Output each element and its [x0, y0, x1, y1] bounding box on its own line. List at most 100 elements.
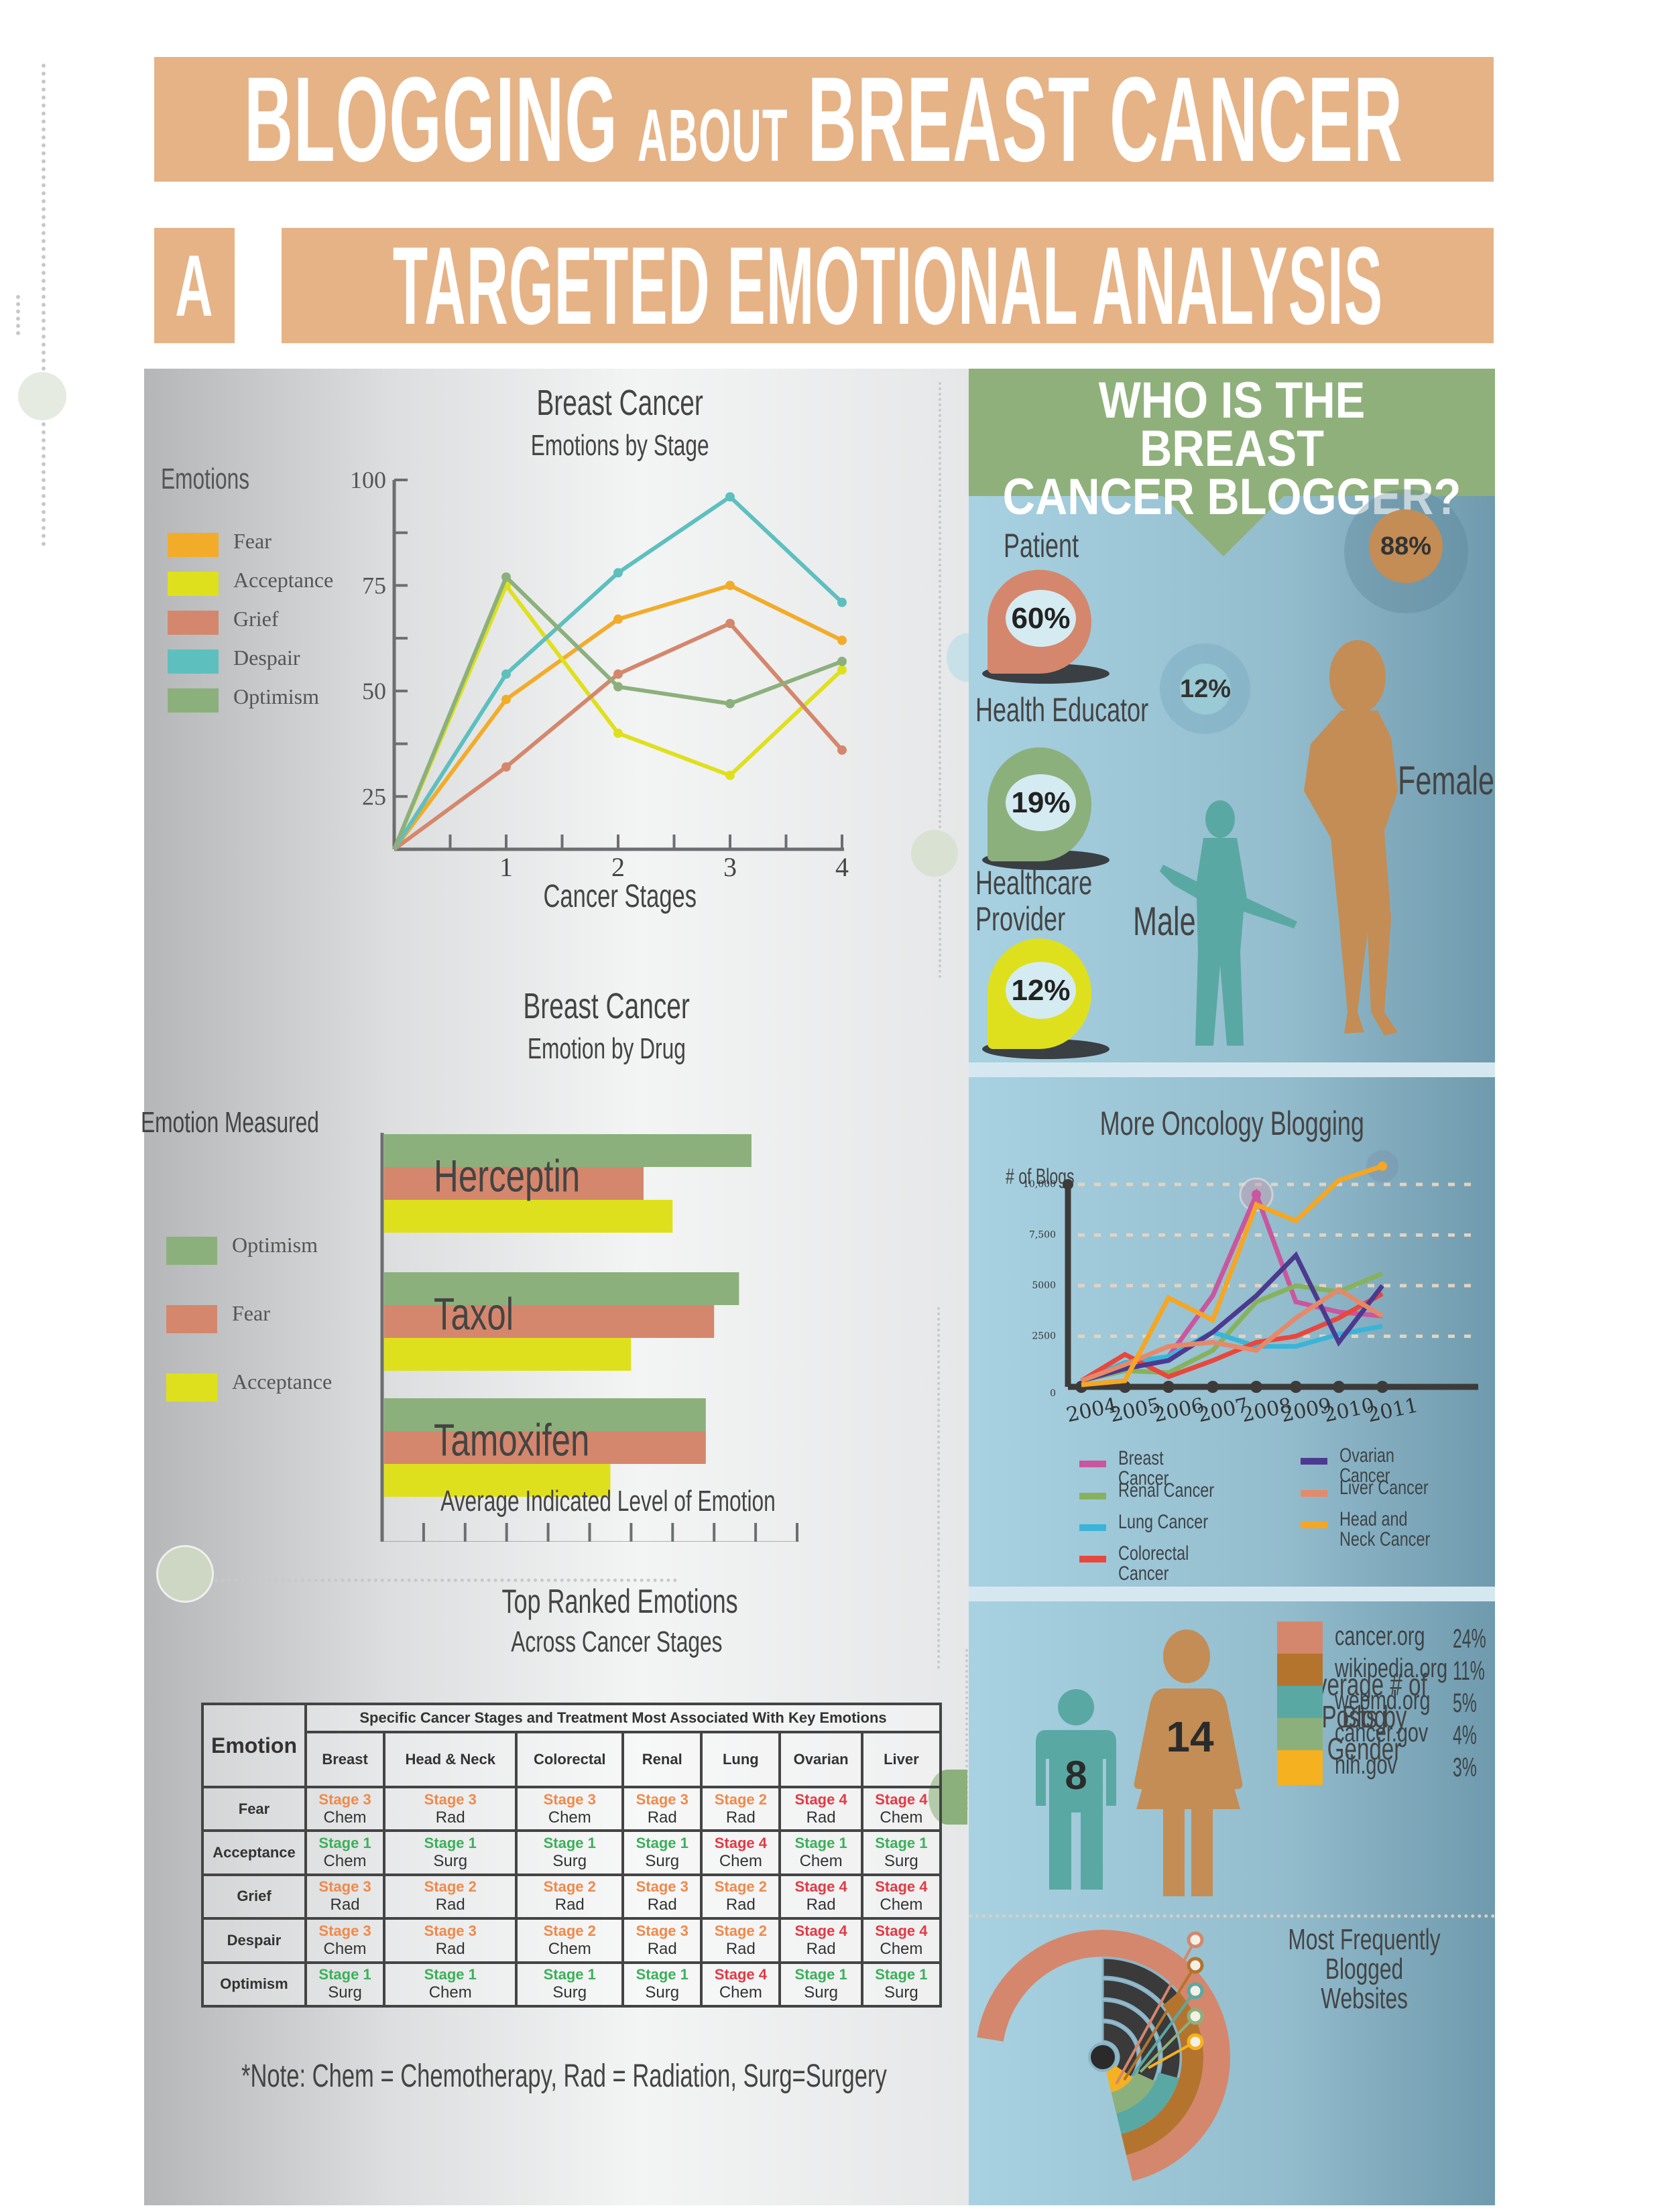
table-row-header-fear: Fear [201, 1785, 307, 1833]
emotions-by-stage-chart: 25 50 75 100 1 2 3 4 [350, 467, 849, 882]
data-point-despair [501, 669, 511, 679]
cell-treatment: Chem [548, 1939, 591, 1958]
legend-label-optimism: Optimism [232, 1233, 318, 1257]
legend-swatch-acceptance [168, 572, 219, 596]
table-cell: Stage 3 Rad [621, 1785, 703, 1833]
legend-label-lung-cancer: Lung Cancer [1118, 1511, 1209, 1533]
title-letter-a: A [175, 237, 214, 334]
table-cell: Stage 4 Rad [778, 1917, 863, 1964]
table-cell: Stage 4 Chem [700, 1961, 782, 2008]
who-title-line2: CANCER BLOGGER? [1002, 469, 1461, 526]
right-panel: WHO IS THE BREAST CANCER BLOGGER? Patien… [969, 369, 1495, 2205]
table-col-header-head-neck: Head & Neck [383, 1731, 518, 1788]
title-subtitle: TARGETED EMOTIONAL ANALYSIS [392, 228, 1383, 343]
table-cell: Stage 3 Chem [304, 1785, 386, 1833]
female-silhouette-icon [1304, 640, 1398, 1036]
chart1-legend-title: Emotions [161, 463, 250, 495]
cell-stage: Stage 1 [424, 1835, 477, 1852]
cell-treatment: Surg [645, 1852, 680, 1871]
table-cell: Stage 3 Rad [383, 1785, 518, 1833]
cell-stage: Stage 1 [875, 1835, 928, 1852]
series-line-liver-cancer [1080, 1286, 1384, 1384]
cell-treatment: Rad [647, 1808, 677, 1827]
title-banner-2: TARGETED EMOTIONAL ANALYSIS [282, 228, 1494, 343]
who-title-line1: WHO IS THE BREAST [1098, 372, 1366, 477]
role-label-healthcare-provider: Healthcare Provider [975, 864, 1093, 938]
bar-tamoxifen-optimism [384, 1398, 706, 1431]
cell-stage: Stage 3 [424, 1922, 477, 1939]
who-title: WHO IS THE BREAST CANCER BLOGGER? [969, 372, 1495, 526]
cell-treatment: Rad [725, 1896, 756, 1914]
male-posts-value: 8 [1065, 1753, 1087, 1798]
x-tick-label: 4 [835, 852, 849, 882]
drug-label-herceptin: Herceptin [434, 1151, 580, 1202]
cell-treatment: Rad [806, 1896, 836, 1914]
female-label: Female [1398, 758, 1495, 803]
y-tick-label: 50 [362, 678, 386, 704]
cell-stage: Stage 4 [714, 1835, 767, 1852]
legend-label-nih-gov: nih.gov [1335, 1750, 1397, 1780]
table-title: Top Ranked Emotions [501, 1583, 738, 1620]
y-tick-label: 25 [362, 783, 386, 810]
cell-stage: Stage 1 [318, 1966, 371, 1983]
cell-stage: Stage 4 [794, 1790, 847, 1808]
table-cell: Stage 1 Surg [383, 1829, 518, 1876]
cell-treatment: Chem [323, 1939, 367, 1958]
table-cell: Stage 4 Rad [778, 1785, 863, 1833]
legend-swatch-renal-cancer [1079, 1493, 1106, 1499]
data-point-breast-cancer [1252, 1190, 1261, 1200]
x-tick [1207, 1381, 1219, 1393]
cell-stage: Stage 1 [543, 1966, 596, 1983]
table-cell: Stage 3 Rad [621, 1917, 703, 1964]
cell-stage: Stage 2 [714, 1878, 767, 1896]
cell-treatment: Rad [554, 1896, 585, 1914]
cell-stage: Stage 2 [714, 1790, 767, 1808]
legend-swatch-lung-cancer [1079, 1524, 1106, 1531]
legend-label-colorectal-cancer: Colorectal Cancer [1118, 1542, 1189, 1585]
legend-swatch-webmd-org [1277, 1686, 1323, 1721]
title-banner-1: BLOGGING ABOUT BREAST CANCER [154, 57, 1494, 182]
x-tick [1162, 1381, 1175, 1393]
cell-treatment: Rad [725, 1939, 756, 1958]
table-row-header-acceptance: Acceptance [201, 1829, 307, 1876]
cell-stage: Stage 1 [318, 1835, 371, 1852]
series-line-fear [392, 583, 843, 851]
cell-stage: Stage 4 [714, 1966, 767, 1983]
cell-stage: Stage 3 [543, 1790, 596, 1808]
data-point-grief [725, 619, 735, 629]
series-line-head-and-neck-cancer [1081, 1164, 1384, 1388]
male-pct-badge: 12% [1180, 664, 1231, 715]
data-point-despair [613, 568, 623, 578]
decorative-dotted-line [215, 1579, 677, 1582]
data-point-grief [613, 669, 623, 679]
panel-divider-dotted [965, 1649, 968, 1810]
cell-treatment: Chem [323, 1808, 367, 1827]
legend-swatch-colorectal-cancer [1079, 1556, 1106, 1562]
ring-cancer-gov [1111, 2072, 1156, 2113]
websites-title: Most Frequently Blogged Websites [1288, 1923, 1441, 2015]
legend-label-cancer-gov: cancer.gov [1335, 1718, 1429, 1747]
legend-swatch-cancer-org [1277, 1621, 1323, 1656]
y-tick-label: 100 [350, 467, 386, 493]
legend-label-breast-cancer: Breast Cancer [1118, 1447, 1169, 1489]
table-cell: Stage 4 Chem [860, 1873, 943, 1920]
y-tick-label: 2500 [1032, 1331, 1056, 1342]
pointer-line [1123, 1964, 1197, 2081]
chart1-xlabel: Cancer Stages [543, 879, 697, 914]
table-row-header-optimism: Optimism [201, 1961, 307, 2008]
legend-label-ovarian-cancer: Ovarian Cancer [1339, 1445, 1394, 1487]
legend-swatch-nih-gov [1277, 1750, 1323, 1785]
table-col-header-renal: Renal [621, 1731, 703, 1788]
cell-treatment: Surg [552, 1852, 587, 1871]
cell-stage: Stage 3 [318, 1922, 371, 1939]
x-tick-label: 2011 [1366, 1394, 1421, 1427]
cell-stage: Stage 4 [875, 1922, 928, 1939]
x-tick [1376, 1381, 1388, 1393]
cell-stage: Stage 2 [424, 1878, 477, 1896]
y-tick-label: 10,000 [1023, 1179, 1056, 1190]
role-label-health-educator: Health Educator [975, 691, 1149, 729]
legend-label-head-and-neck-cancer: Head and Neck Cancer [1339, 1508, 1431, 1550]
decorative-circle [911, 830, 958, 877]
data-point-fear [837, 635, 847, 646]
y-axis-cap [1063, 1179, 1073, 1190]
